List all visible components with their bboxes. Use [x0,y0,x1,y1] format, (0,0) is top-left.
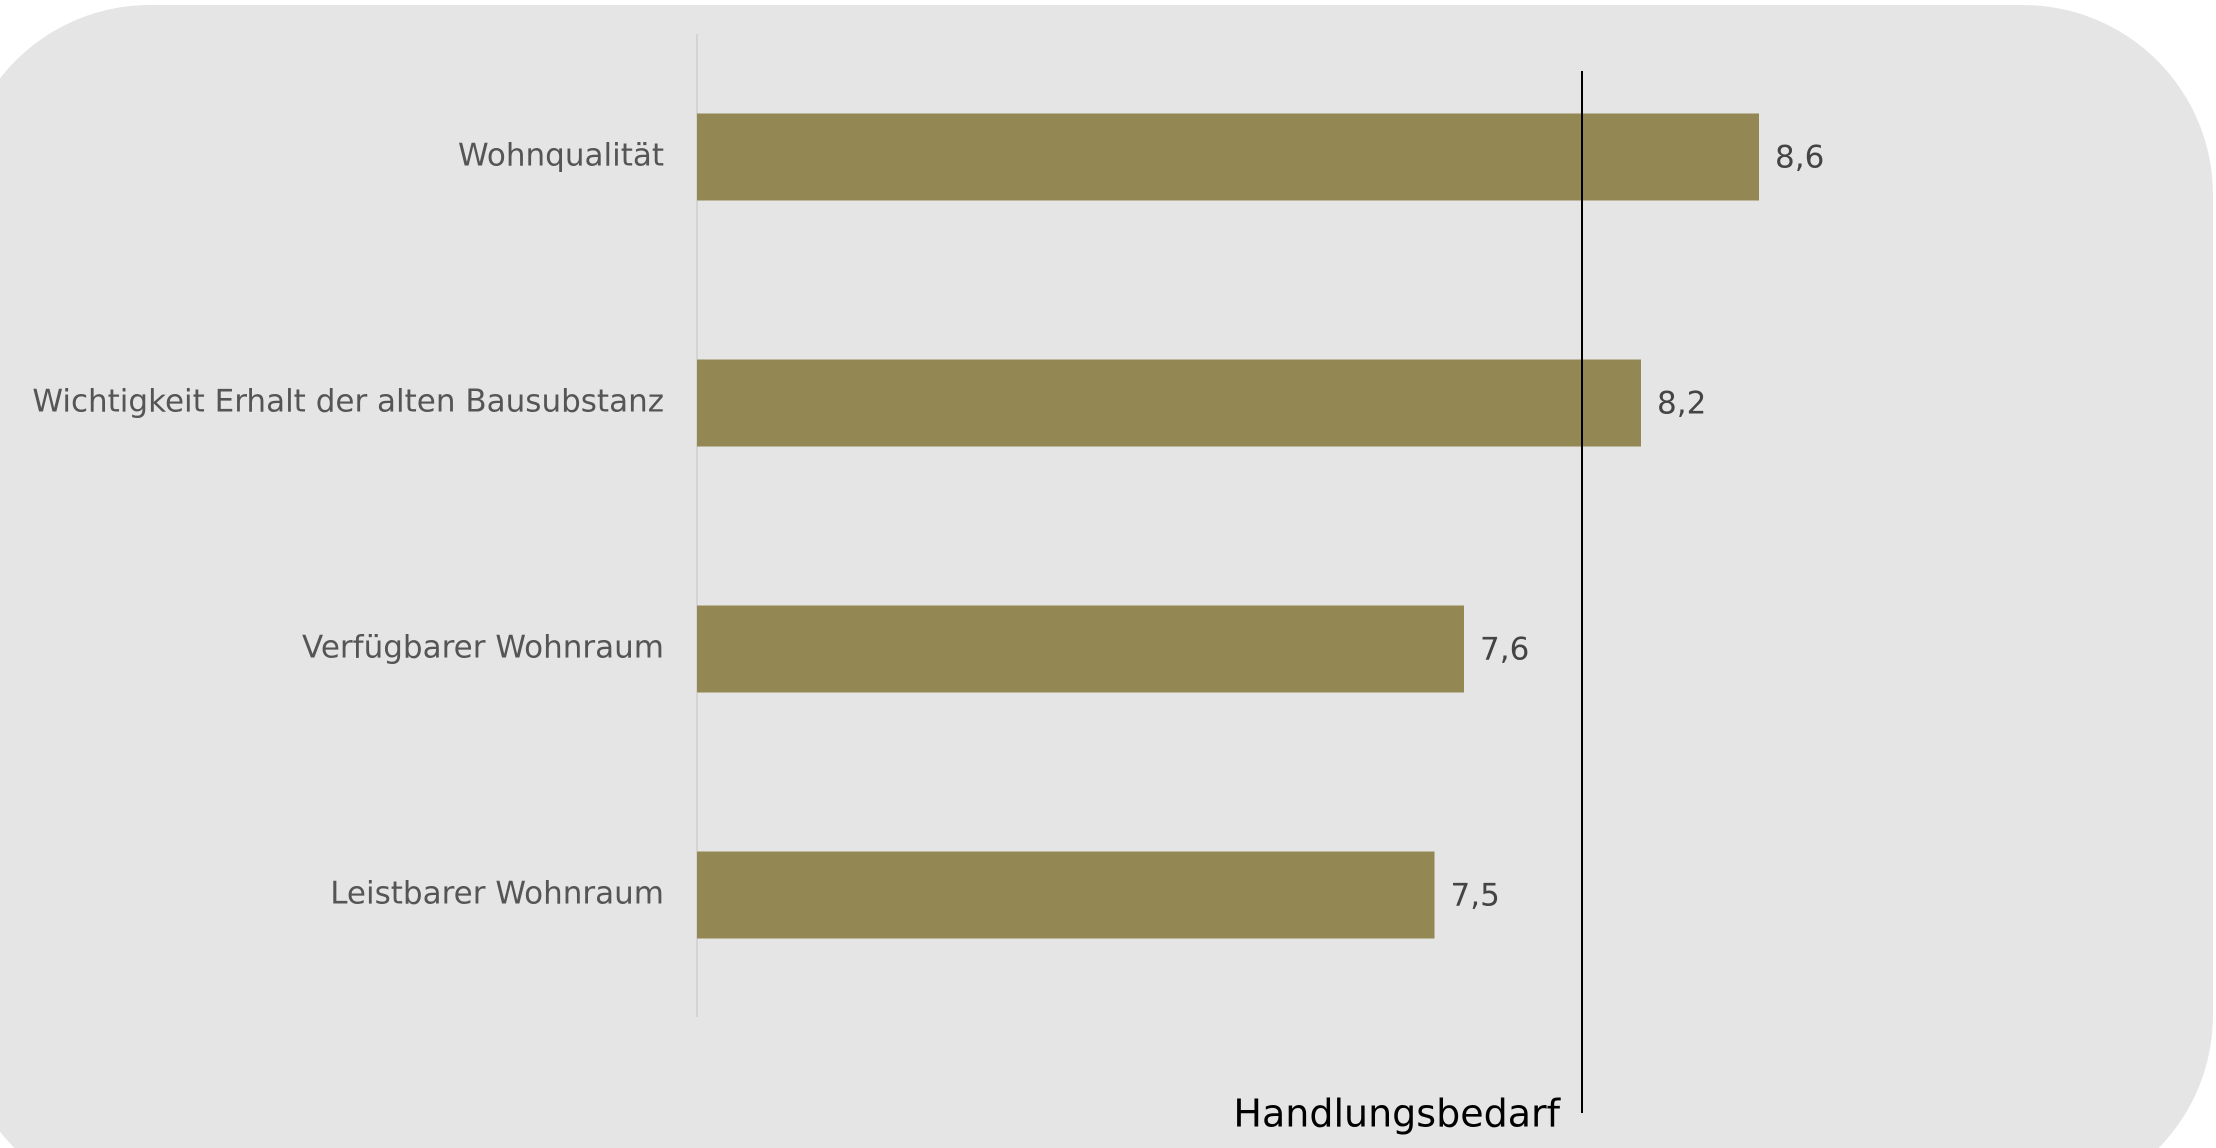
category-label: Wichtigkeit Erhalt der alten Bausubstanz [32,384,664,420]
bar [697,359,1641,447]
category-label: Leistbarer Wohnraum [330,876,664,912]
reference-label: Handlungsbedarf [1233,1092,1561,1136]
value-label: 7,6 [1480,632,1529,668]
bar [697,113,1759,201]
bar [697,605,1464,693]
category-label: Wohnqualität [458,138,664,174]
category-label: Verfügbarer Wohnraum [302,630,664,666]
value-label: 8,2 [1657,386,1706,422]
chart-background [0,5,2213,1148]
value-label: 7,5 [1451,878,1500,914]
value-label: 8,6 [1775,140,1824,176]
bar [697,851,1435,939]
